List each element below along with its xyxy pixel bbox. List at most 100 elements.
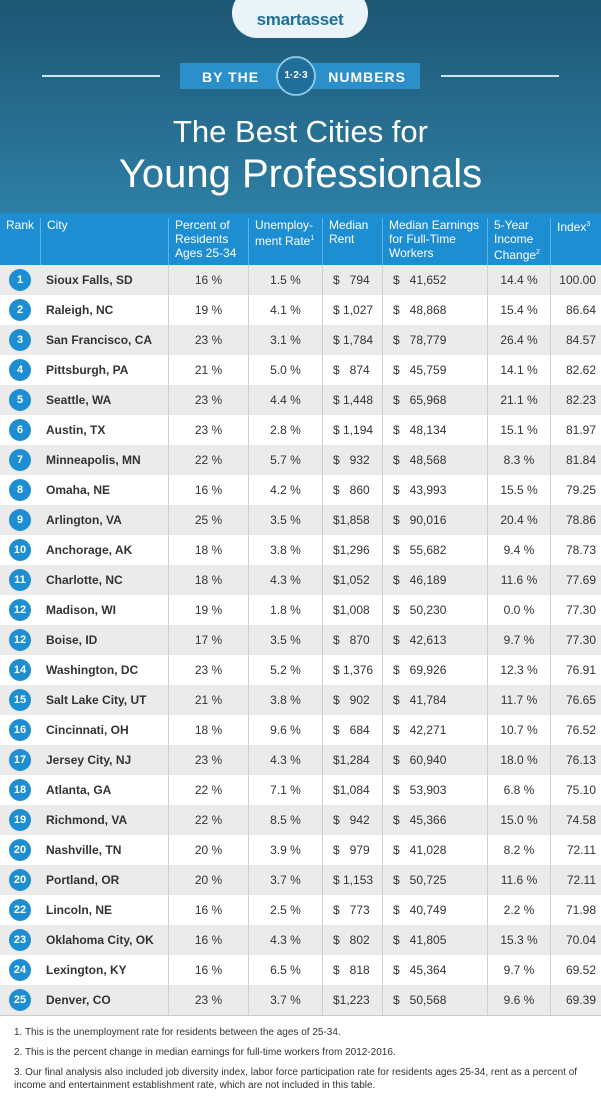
table-cell: 82.23 [550, 385, 601, 415]
table-cell: $ 40,749 [382, 895, 487, 925]
column-header: Rank [0, 218, 40, 265]
city-name: Omaha, NE [46, 483, 111, 497]
table-cell: 86.64 [550, 295, 601, 325]
table-cell: 70.04 [550, 925, 601, 955]
table-cell: 11.6 % [487, 865, 550, 895]
table-cell: 82.62 [550, 355, 601, 385]
table-cell: $ 43,993 [382, 475, 487, 505]
table-row: 24 Lexington, KY 16 % 6.5 % $ 818 $ 45,364 9.7… [0, 955, 601, 985]
city-name: Austin, TX [46, 423, 106, 437]
table-cell: 4.1 % [248, 295, 322, 325]
table-cell: $ 860 [322, 475, 382, 505]
city-name: Nashville, TN [46, 843, 122, 857]
table-cell: 23 % [168, 415, 248, 445]
table-cell: $ 1,376 [322, 655, 382, 685]
column-header-text: City [47, 218, 68, 232]
table-cell: $1,284 [322, 745, 382, 775]
logo: smartasset [232, 0, 368, 38]
table-row: 8 Omaha, NE 16 % 4.2 % $ 860 $ 43,993 15.5 % 79… [0, 475, 601, 505]
table-row: 19 Richmond, VA 22 % 8.5 % $ 942 $ 45,366 15.0… [0, 805, 601, 835]
table-row: 17 Jersey City, NJ 23 % 4.3 % $1,284 $ 60,940… [0, 745, 601, 775]
table-row: 7 Minneapolis, MN 22 % 5.7 % $ 932 $ 48,568 8.… [0, 445, 601, 475]
rank-badge: 11 [9, 569, 31, 591]
table-cell: 21 % [168, 355, 248, 385]
rank-badge: 3 [9, 329, 31, 351]
table-cell: $ 942 [322, 805, 382, 835]
table-cell: 18 % [168, 565, 248, 595]
table-cell: 4.3 % [248, 565, 322, 595]
city-name: Lexington, KY [46, 963, 127, 977]
rank-badge: 16 [9, 719, 31, 741]
rank-badge: 20 [9, 839, 31, 861]
table-cell: 75.10 [550, 775, 601, 805]
table-cell: 3.5 % [248, 625, 322, 655]
table-cell: 3.8 % [248, 685, 322, 715]
city-name: Sioux Falls, SD [46, 273, 133, 287]
table-cell: $ 802 [322, 925, 382, 955]
banner-text: BY THE [202, 69, 260, 85]
banner-badge: 1·2·3 [276, 56, 316, 96]
rank-badge: 20 [9, 869, 31, 891]
table-row: 16 Cincinnati, OH 18 % 9.6 % $ 684 $ 42,271 10… [0, 715, 601, 745]
table-row: 10 Anchorage, AK 18 % 3.8 % $1,296 $ 55,682 9.… [0, 535, 601, 565]
table-cell: $ 42,613 [382, 625, 487, 655]
table-cell: 8.2 % [487, 835, 550, 865]
table-cell: 10.7 % [487, 715, 550, 745]
table-cell: $ 979 [322, 835, 382, 865]
city-name: Denver, CO [46, 993, 111, 1007]
table-cell: 20 % [168, 865, 248, 895]
table-cell: 69.39 [550, 985, 601, 1015]
rank-badge: 12 [9, 599, 31, 621]
table-cell: 3.7 % [248, 865, 322, 895]
table-cell: $ 45,759 [382, 355, 487, 385]
city-name: San Francisco, CA [46, 333, 153, 347]
table-cell: 3.8 % [248, 535, 322, 565]
table-cell: $1,008 [322, 595, 382, 625]
table-cell: 74.58 [550, 805, 601, 835]
city-name: Cincinnati, OH [46, 723, 129, 737]
city-name: Lincoln, NE [46, 903, 112, 917]
table-cell: 26.4 % [487, 325, 550, 355]
column-header: 5-Year Income Change2 [487, 218, 550, 265]
table-cell: 21.1 % [487, 385, 550, 415]
column-header-text: Percent of Residents Ages 25-34 [175, 218, 237, 260]
rank-badge: 14 [9, 659, 31, 681]
table-row: 6 Austin, TX 23 % 2.8 % $ 1,194 $ 48,134 15.1 … [0, 415, 601, 445]
city-name: Madison, WI [46, 603, 116, 617]
table-cell: 77.30 [550, 625, 601, 655]
table-cell: 81.97 [550, 415, 601, 445]
table-row: 15 Salt Lake City, UT 21 % 3.8 % $ 902 $ 41,7… [0, 685, 601, 715]
rank-badge: 1 [9, 269, 31, 291]
table-cell: $ 69,926 [382, 655, 487, 685]
table-cell: 3.5 % [248, 505, 322, 535]
table-row: 5 Seattle, WA 23 % 4.4 % $ 1,448 $ 65,968 21.1… [0, 385, 601, 415]
table-cell: 8.5 % [248, 805, 322, 835]
column-header: Unemploy-ment Rate1 [248, 218, 322, 265]
table-cell: 76.52 [550, 715, 601, 745]
table-cell: 9.7 % [487, 955, 550, 985]
rank-badge: 8 [9, 479, 31, 501]
city-name: Washington, DC [46, 663, 139, 677]
table-cell: 25 % [168, 505, 248, 535]
table-cell: 76.13 [550, 745, 601, 775]
table-cell: 18 % [168, 715, 248, 745]
rank-badge: 18 [9, 779, 31, 801]
city-name: Jersey City, NJ [46, 753, 132, 767]
table-cell: 16 % [168, 895, 248, 925]
rank-badge: 19 [9, 809, 31, 831]
column-header: Percent of Residents Ages 25-34 [168, 218, 248, 265]
table-cell: $1,296 [322, 535, 382, 565]
table-cell: 76.91 [550, 655, 601, 685]
table-cell: $ 41,784 [382, 685, 487, 715]
city-name: Portland, OR [46, 873, 120, 887]
table-cell: 72.11 [550, 835, 601, 865]
table-cell: $ 41,652 [382, 265, 487, 295]
table-row: 4 Pittsburgh, PA 21 % 5.0 % $ 874 $ 45,759 14.… [0, 355, 601, 385]
table-cell: $ 41,805 [382, 925, 487, 955]
table-cell: $ 1,448 [322, 385, 382, 415]
city-name: Anchorage, AK [46, 543, 133, 557]
table-row: 14 Washington, DC 23 % 5.2 % $ 1,376 $ 69,926… [0, 655, 601, 685]
table-cell: $ 902 [322, 685, 382, 715]
city-name: Atlanta, GA [46, 783, 112, 797]
